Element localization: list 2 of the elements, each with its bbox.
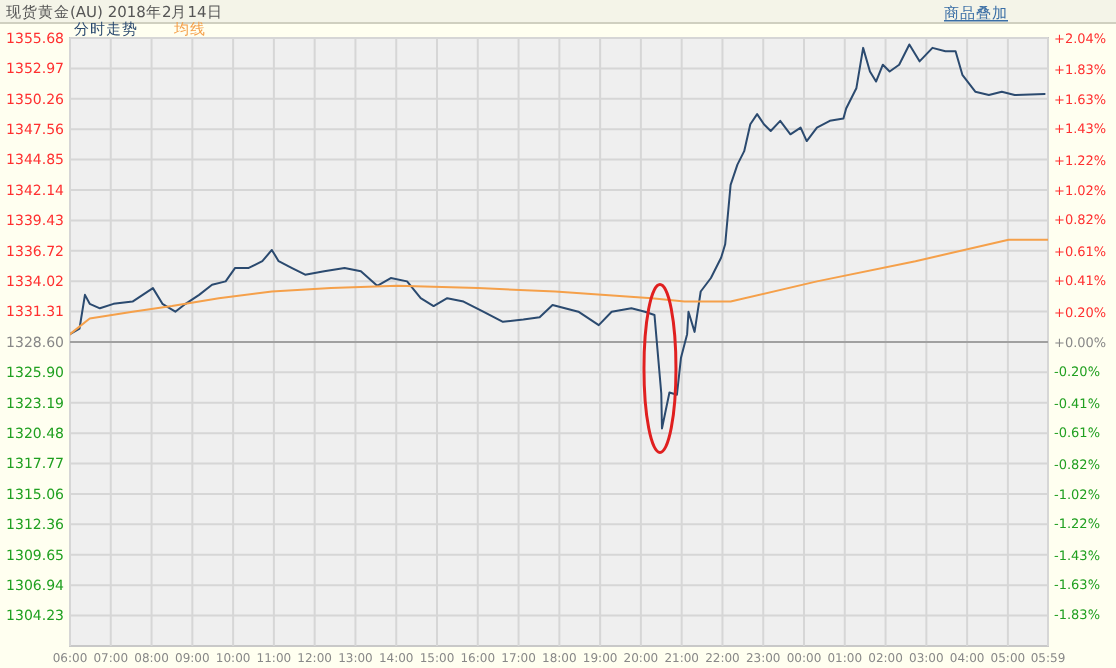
line-series [70,43,1046,430]
line-series [70,238,1048,336]
